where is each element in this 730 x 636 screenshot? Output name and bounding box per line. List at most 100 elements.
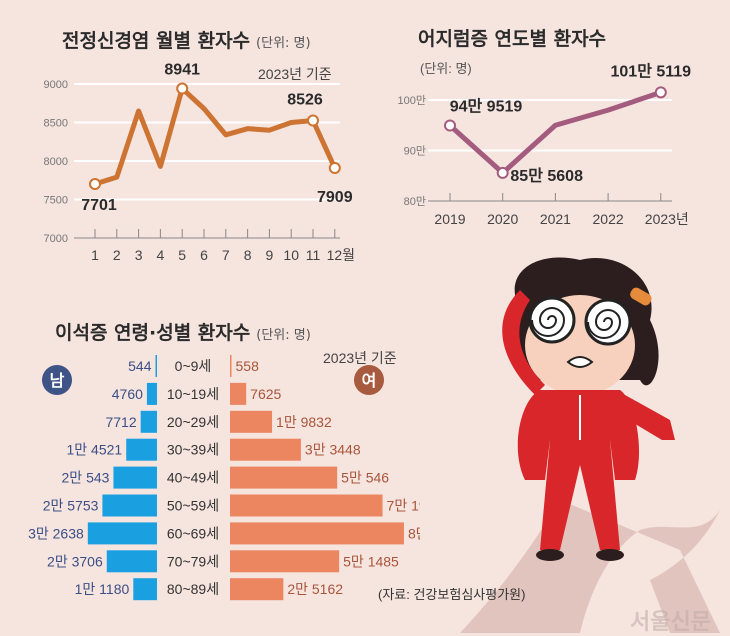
monthly-line-chart: 7000 7500 8000 8500 9000 1 2 3 4 5 6 7 8 9 10 11 12월 7701… [44, 62, 356, 263]
x-tick-label: 6 [200, 247, 208, 263]
x-tick-label: 4 [157, 247, 165, 263]
age-group-label: 30~39세 [167, 442, 219, 458]
chart1-title: 전정신경염 월별 환자수 (단위: 명) [62, 26, 311, 53]
source-note: (자료: 건강보험심사평가원) [378, 587, 526, 602]
female-bar [230, 522, 404, 545]
data-point-marker [444, 119, 456, 132]
chart2-title: 어지럼증 연도별 환자수 [418, 28, 607, 50]
x-tick-label: 8 [244, 247, 252, 263]
chart1-unit: (단위: 명) [256, 36, 311, 51]
age-group-label: 0~9세 [175, 358, 212, 374]
data-label: 94만 9519 [450, 97, 523, 115]
female-bar [230, 438, 301, 461]
series-line [448, 89, 662, 176]
data-point-marker [328, 162, 341, 175]
data-point-marker [176, 82, 189, 95]
x-tick-label: 11 [306, 247, 321, 263]
age-gender-bar-chart: 남 여 0~9세 544 558 10~19세 4760 7625 20~29세 7712 1만 9… [28, 355, 420, 601]
data-label: 101만 5119 [611, 62, 692, 80]
female-value-label: 8만 2068 [408, 525, 420, 541]
male-value-label: 4760 [112, 386, 143, 402]
age-group-label: 40~49세 [167, 470, 219, 486]
y-tick-label: 8500 [44, 118, 68, 130]
data-point-marker [654, 86, 667, 99]
y-tick-label: 9000 [44, 79, 68, 91]
x-tick-label: 2020 [487, 211, 518, 227]
male-value-label: 2만 543 [62, 470, 110, 486]
female-value-label: 3만 3448 [305, 442, 361, 458]
chart1-basis: 2023년 기준 [258, 66, 332, 82]
chart3-title-text: 이석증 연령·성별 환자수 [55, 322, 251, 344]
female-value-label: 2만 5162 [287, 581, 343, 597]
female-badge-label: 여 [362, 372, 377, 390]
female-value-label: 5만 1485 [343, 553, 399, 569]
male-value-label: 2만 5753 [43, 498, 99, 514]
age-group-label: 70~79세 [167, 553, 219, 569]
male-value-label: 7712 [105, 414, 136, 430]
male-value-label: 544 [128, 358, 152, 374]
male-badge-label: 남 [50, 372, 65, 390]
male-bar [106, 550, 157, 573]
male-bar [133, 578, 157, 601]
x-tick-label: 2021 [540, 211, 571, 227]
dizzy-person-illustration [460, 257, 720, 633]
y-tick-label: 100만 [398, 94, 426, 107]
x-tick-label: 5 [178, 247, 186, 263]
male-bar [155, 355, 157, 377]
chart1-title-text: 전정신경염 월별 환자수 [62, 30, 251, 52]
data-label: 85만 5608 [510, 167, 583, 185]
x-tick-label: 2 [113, 247, 121, 263]
data-label: 8941 [164, 62, 200, 79]
data-point-marker [307, 114, 319, 127]
male-value-label: 3만 2638 [28, 525, 84, 541]
age-group-label: 80~89세 [167, 581, 219, 597]
age-group-label: 20~29세 [167, 414, 219, 430]
data-label: 8526 [287, 91, 323, 108]
data-point-marker [89, 178, 101, 191]
age-group-label: 50~59세 [167, 498, 219, 514]
watermark: 서울신문 [630, 609, 711, 634]
x-tick-label: 9 [266, 247, 274, 263]
age-group-label: 10~19세 [167, 386, 219, 402]
female-value-label: 5만 546 [341, 470, 389, 486]
chart3-unit: (단위: 명) [256, 328, 311, 343]
female-bar [230, 578, 284, 601]
y-tick-label: 7500 [44, 195, 68, 207]
female-bar [230, 410, 273, 433]
chart3-basis: 2023년 기준 [323, 350, 397, 366]
data-label: 7909 [317, 189, 353, 206]
x-tick-label: 3 [135, 247, 143, 263]
male-bar [102, 494, 157, 517]
female-bar [230, 466, 338, 489]
x-tick-label: 2022 [593, 211, 624, 227]
y-tick-label: 80만 [404, 195, 426, 208]
female-value-label: 7만 1952 [387, 498, 420, 514]
x-tick-label: 2019 [434, 211, 465, 227]
data-point-marker [496, 166, 509, 179]
female-value-label: 7625 [250, 386, 281, 402]
series-line [94, 86, 338, 187]
x-tick-label: 1 [91, 247, 99, 263]
chart2-unit: (단위: 명) [420, 61, 472, 76]
yearly-line-chart: 80만 90만 100만 2019 2020 2021 2022 2023년 94만 9519 8… [398, 62, 692, 227]
y-tick-label: 8000 [44, 156, 68, 168]
female-badge [354, 365, 384, 395]
female-bar [230, 494, 383, 517]
female-value-label: 558 [236, 358, 260, 374]
male-bar [126, 438, 157, 461]
female-value-label: 1만 9832 [276, 414, 332, 430]
male-bar [146, 382, 157, 405]
age-group-label: 60~69세 [167, 525, 219, 541]
female-bar [230, 355, 232, 377]
male-value-label: 1만 4521 [67, 442, 123, 458]
y-tick-label: 7000 [44, 233, 68, 245]
x-tick-label: 2023년 [645, 211, 689, 227]
male-bar [140, 410, 157, 433]
female-bar [230, 382, 247, 405]
y-tick-label: 90만 [404, 145, 426, 158]
male-value-label: 1만 1180 [75, 581, 130, 597]
male-badge [42, 365, 72, 395]
female-bar [230, 550, 340, 573]
male-value-label: 2만 3706 [47, 553, 103, 569]
x-tick-label: 7 [222, 247, 230, 263]
